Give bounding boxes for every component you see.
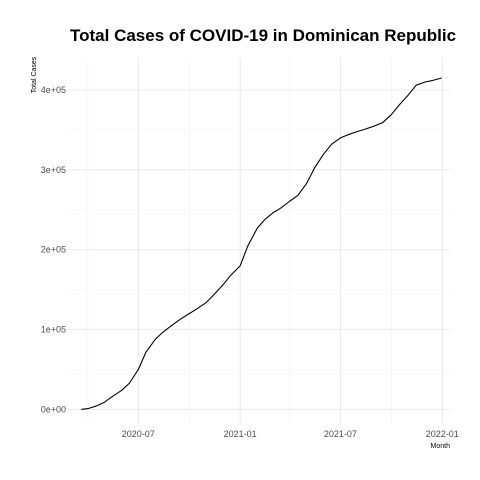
y-tick-label: 4e+05 [41,85,66,95]
x-tick-label: 2021-07 [324,429,357,439]
y-tick-label: 3e+05 [41,165,66,175]
x-tick-label: 2022-01 [426,429,459,439]
series-line-0 [81,77,442,410]
x-axis-title: Month [431,443,451,450]
y-axis-title: Total Cases [31,56,38,93]
y-tick-label: 0e+00 [41,404,66,414]
y-tick-label: 2e+05 [41,245,66,255]
series-layer [81,77,442,410]
y-tick-label: 1e+05 [41,325,66,335]
chart-title: Total Cases of COVID-19 in Dominican Rep… [70,26,457,45]
x-tick-label: 2020-07 [122,429,155,439]
x-axis-ticks: 2020-07 2021-01 2021-07 2022-01 [122,429,459,439]
y-axis-ticks: 0e+00 1e+05 2e+05 3e+05 4e+05 [41,85,66,414]
grid [68,58,450,423]
x-tick-label: 2021-01 [224,429,257,439]
